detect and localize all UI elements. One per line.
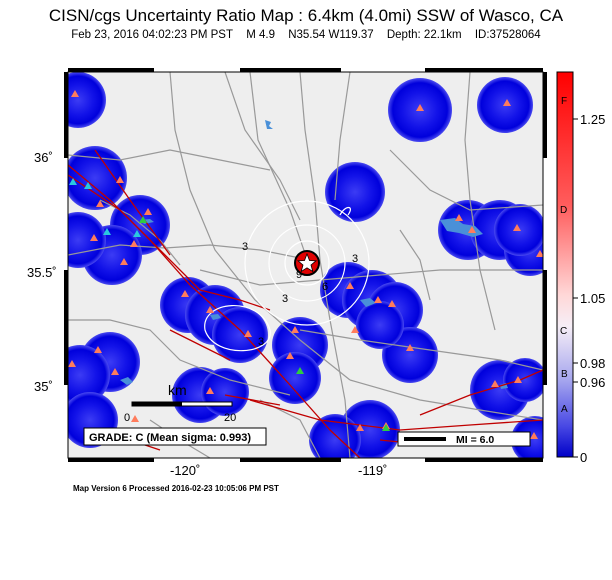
colorbar-value-1-05: 1.05: [580, 291, 605, 306]
event-location: N35.54 W119.37: [288, 29, 374, 41]
event-id: ID:37528064: [474, 29, 541, 41]
intensity-legend-box: MI = 6.0: [397, 431, 531, 447]
contour-label: 3: [282, 293, 288, 305]
lon-label-120: -120˚: [170, 463, 200, 478]
uncertainty-areas: [68, 72, 543, 458]
colorbar-value-0-98: 0.98: [580, 356, 605, 371]
colorbar-letter-d: D: [560, 205, 567, 216]
event-datetime: Feb 23, 2016 04:02:23 PM PST: [71, 29, 234, 41]
colorbar-value-0: 0: [580, 450, 587, 465]
colorbar-value-1-25: 1.25: [580, 112, 605, 127]
scale-end: 20: [224, 412, 236, 424]
event-depth: Depth: 22.1km: [386, 29, 462, 41]
lat-label-36: 36˚: [34, 150, 53, 165]
seismic-stations: [68, 90, 543, 439]
roads: [68, 72, 543, 458]
contour-label: 3: [352, 253, 358, 265]
intensity-legend-text: MI = 6.0: [456, 434, 494, 446]
processing-footer: Map Version 6 Processed 2016-02-23 10:05…: [73, 484, 279, 493]
grade-text: GRADE: C (Mean sigma: 0.993): [89, 432, 251, 444]
event-details: Feb 23, 2016 04:02:23 PM PST M 4.9 N35.5…: [0, 29, 612, 41]
intensity-contours: [204, 200, 370, 352]
contour-labels: 3 3 3 6 9 3: [242, 241, 358, 348]
uncertainty-map[interactable]: 3 3 3 6 9 3: [0, 0, 612, 500]
map-border: [64, 68, 547, 462]
lat-label-35-5: 35.5˚: [27, 265, 57, 280]
lat-label-35: 35˚: [34, 379, 53, 394]
epicenter-marker[interactable]: [294, 250, 320, 276]
lon-label-119: -119˚: [358, 463, 387, 478]
axis-labels: 36˚ 35.5˚ 35˚ -120˚ -119˚: [27, 150, 387, 478]
colorbar: F D C B A 1.25 1.05 0.98 0.96 0: [556, 71, 605, 465]
contour-label: 3: [258, 336, 264, 348]
contour-label: 6: [322, 281, 328, 293]
colorbar-value-0-96: 0.96: [580, 375, 605, 390]
colorbar-letter-a: A: [561, 404, 568, 415]
map-title: CISN/cgs Uncertainty Ratio Map : 6.4km (…: [48, 6, 564, 25]
contour-label: 3: [242, 241, 248, 253]
scale-unit: km: [168, 382, 187, 398]
scale-bar: km 0 20: [124, 382, 236, 424]
event-magnitude: M 4.9: [246, 29, 275, 41]
colorbar-letter-f: F: [561, 96, 567, 107]
grade-box: GRADE: C (Mean sigma: 0.993): [83, 427, 267, 446]
contour-label: 9: [296, 269, 302, 281]
fault-lines: [68, 149, 543, 458]
colorbar-letter-b: B: [561, 369, 568, 380]
colorbar-letter-c: C: [560, 326, 567, 337]
scale-zero: 0: [124, 412, 130, 424]
